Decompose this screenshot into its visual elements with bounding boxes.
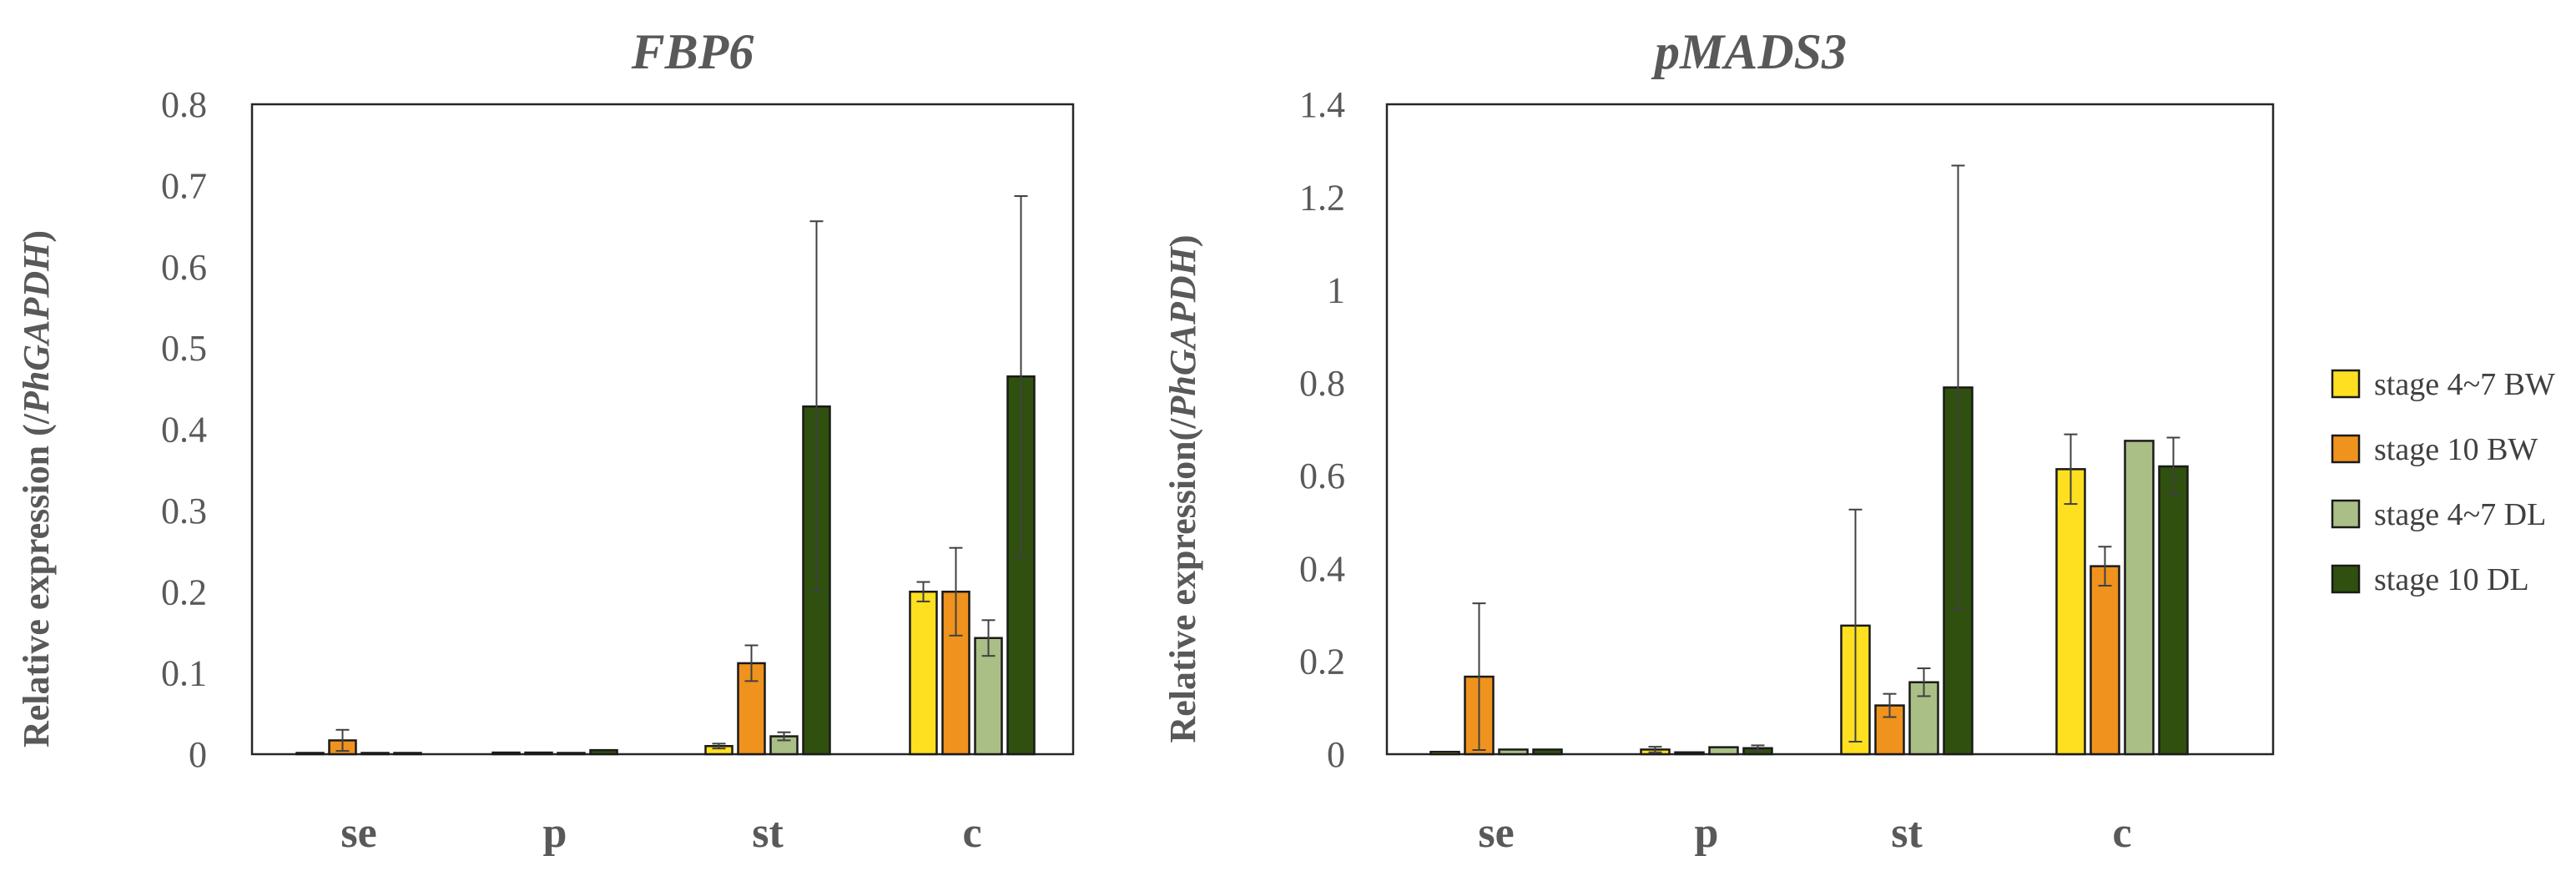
y-tick-label: 0.3: [161, 491, 207, 531]
bar: [557, 752, 586, 756]
category-label: c: [962, 809, 981, 857]
category-labels: se p st c: [340, 809, 981, 857]
category-label: c: [2112, 809, 2131, 857]
bar: [2158, 465, 2189, 756]
legend-item: stage 4~7 BW: [2331, 367, 2555, 402]
plot-frame: [250, 103, 1075, 756]
category-label: p: [543, 809, 567, 857]
legend-swatch: [2331, 434, 2361, 464]
category-label: st: [1891, 809, 1923, 857]
y-axis-label-suffix: ): [1162, 234, 1203, 247]
bar: [1708, 746, 1739, 756]
y-tick-label: 1.4: [1299, 84, 1345, 125]
chart-title: pMADS3: [1651, 24, 1847, 79]
y-tick-labels: 0 0.2 0.4 0.6 0.8 1 1.2 1.4: [1299, 84, 1345, 775]
legend: stage 4~7 BW stage 10 BW stage 4~7 DL st…: [2331, 367, 2555, 597]
chart-title: FBP6: [631, 24, 754, 79]
y-tick-label: 0.6: [161, 247, 207, 288]
bar: [492, 751, 521, 756]
bar: [1674, 751, 1705, 756]
y-tick-label: 0.6: [1299, 456, 1345, 496]
y-tick-label: 0: [189, 734, 207, 775]
bar: [360, 752, 390, 756]
bar-group: [1429, 386, 2189, 756]
y-tick-label: 0.7: [161, 165, 207, 206]
y-axis-label-prefix: Relative expression(/: [1162, 418, 1203, 743]
category-label: p: [1695, 809, 1719, 857]
bar: [1429, 750, 1460, 756]
chart-fbp6: FBP6 Relative expression (/PhGAPDH) 0 0.1…: [16, 24, 1075, 857]
y-axis-label-italic: PhGAPDH: [1162, 245, 1203, 419]
y-axis-label-suffix: ): [16, 230, 57, 243]
category-labels: se p st c: [1478, 809, 2131, 857]
y-tick-label: 0.4: [1299, 548, 1345, 589]
category-label: st: [752, 809, 784, 857]
bar: [393, 752, 422, 756]
error-bar-group: [335, 195, 1028, 753]
y-tick-label: 0: [1327, 734, 1345, 775]
y-axis-label: Relative expression (/PhGAPDH): [16, 230, 57, 748]
bar: [1498, 748, 1529, 756]
legend-label: stage 10 BW: [2374, 432, 2538, 467]
bar: [1874, 704, 1905, 756]
y-tick-label: 0.8: [161, 84, 207, 125]
chart-pmads3: pMADS3 Relative expression(/PhGAPDH) 0 0.…: [1162, 24, 2275, 857]
legend-label: stage 4~7 DL: [2374, 497, 2546, 532]
plot-frame: [1385, 103, 2275, 756]
y-axis-label-prefix: Relative expression (/: [16, 413, 57, 748]
y-tick-label: 0.4: [161, 410, 207, 451]
bar: [1532, 748, 1563, 756]
y-tick-label: 0.8: [1299, 363, 1345, 404]
bar: [2124, 440, 2155, 756]
y-tick-label: 0.1: [161, 653, 207, 694]
bar: [2090, 565, 2120, 756]
bar: [589, 748, 618, 756]
y-axis-label: Relative expression(/PhGAPDH): [1162, 234, 1203, 743]
legend-label: stage 10 DL: [2374, 562, 2529, 597]
category-label: se: [340, 809, 376, 857]
bar-group: [295, 375, 1036, 756]
bar: [909, 591, 938, 756]
y-tick-label: 1: [1327, 270, 1345, 311]
bar: [524, 751, 553, 756]
legend-item: stage 4~7 DL: [2331, 497, 2546, 532]
legend-item: stage 10 BW: [2331, 432, 2538, 467]
y-tick-label: 0.5: [161, 328, 207, 369]
legend-label: stage 4~7 BW: [2374, 367, 2555, 402]
bar: [2055, 468, 2086, 756]
y-tick-labels: 0 0.1 0.2 0.3 0.4 0.5 0.6 0.7 0.8: [161, 84, 207, 775]
error-bar-group: [1472, 164, 2180, 753]
bar: [295, 752, 325, 756]
y-axis-label-italic: PhGAPDH: [16, 241, 57, 415]
legend-swatch: [2331, 369, 2361, 399]
y-tick-label: 1.2: [1299, 177, 1345, 218]
y-tick-label: 0.2: [161, 571, 207, 612]
category-label: se: [1478, 809, 1514, 857]
legend-item: stage 10 DL: [2331, 562, 2529, 597]
legend-swatch: [2331, 499, 2361, 529]
y-tick-label: 0.2: [1299, 642, 1345, 682]
legend-swatch: [2331, 564, 2361, 594]
